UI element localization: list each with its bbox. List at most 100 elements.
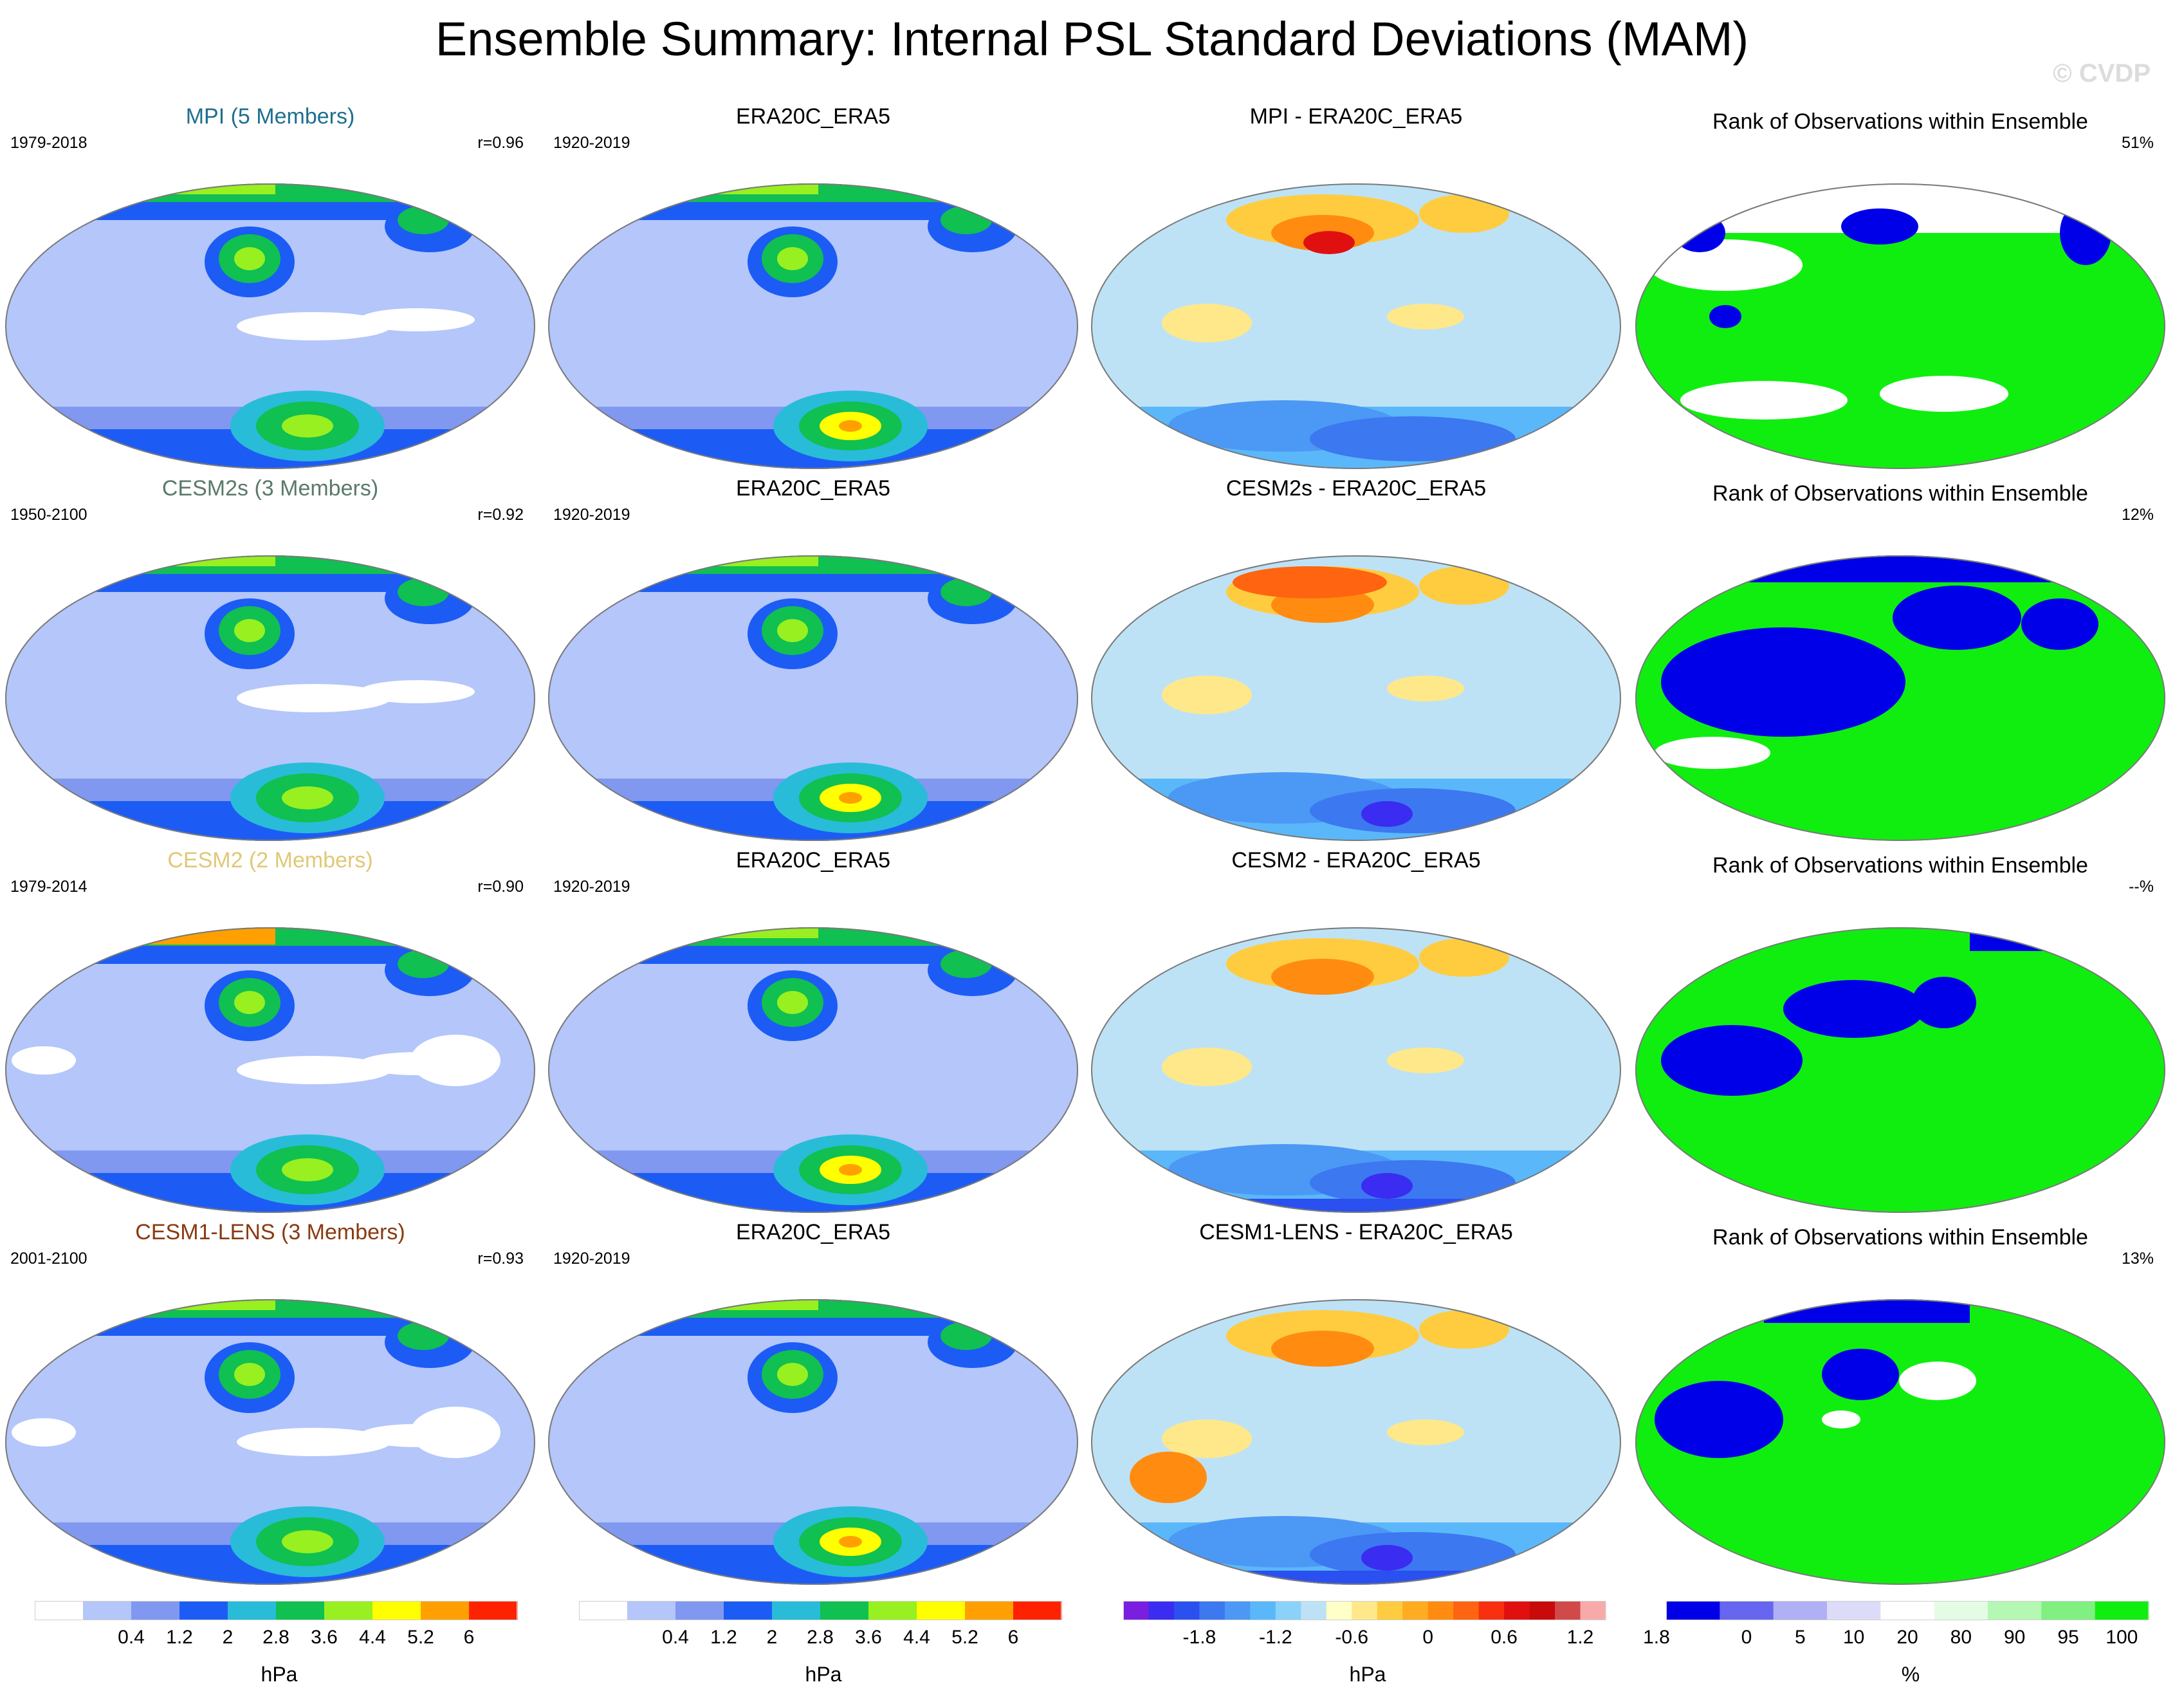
- colorbar-swatch: [917, 1601, 966, 1620]
- map-rank: [1635, 555, 2165, 841]
- southern-max-core: [282, 786, 333, 809]
- panel-rank-percent: 51%: [2121, 134, 2154, 152]
- rank-low-area: [1709, 305, 1741, 328]
- map-panel-diff-row2: CESM2s - ERA20C_ERA5: [1091, 476, 1621, 843]
- colorbar-swatches: [579, 1601, 1062, 1620]
- colorbar-swatch: [1427, 1601, 1454, 1620]
- colorbar-tick-label: 2: [766, 1627, 778, 1648]
- map-obs: [548, 555, 1078, 841]
- rank-low-area: [1841, 208, 1918, 245]
- map-panel-rank-row2: Rank of Observations within Ensemble 12%: [1635, 476, 2165, 843]
- colorbar-swatch: [1326, 1601, 1352, 1620]
- positive-diff-area: [1162, 1048, 1252, 1086]
- map-rank: [1635, 927, 2165, 1213]
- colorbar-swatch: [1352, 1601, 1378, 1620]
- colorbar-unit: %: [1901, 1663, 1920, 1686]
- colorbar-tick-label: 0: [1422, 1627, 1434, 1648]
- rank-mid-area: [1648, 239, 1803, 291]
- colorbar-swatch: [1123, 1601, 1149, 1620]
- map-outline: [1635, 555, 2165, 841]
- colorbar-tick-label: 5: [1794, 1627, 1806, 1648]
- colorbar-swatch: [1666, 1601, 1720, 1620]
- negative-diff-peak: [1361, 1173, 1413, 1199]
- map-outline: [548, 555, 1078, 841]
- aleutian-low-core: [234, 619, 265, 642]
- aleutian-low-core: [777, 1363, 808, 1386]
- map-outline: [1091, 1299, 1621, 1585]
- panel-title: Rank of Observations within Ensemble: [1712, 109, 2088, 134]
- colorbar-swatch: [179, 1601, 228, 1620]
- colorbar-unit: hPa: [261, 1663, 298, 1686]
- colorbar-swatch: [131, 1601, 180, 1620]
- aleutian-low-core: [234, 1363, 265, 1386]
- positive-diff-area: [1162, 1419, 1252, 1458]
- map-diff: [1091, 927, 1621, 1213]
- colorbar-tick-label: 1.2: [710, 1627, 737, 1648]
- colorbar-swatch: [1720, 1601, 1774, 1620]
- southern-max-peak: [839, 1164, 862, 1176]
- panel-title: CESM2s - ERA20C_ERA5: [1225, 476, 1487, 501]
- panel-title: ERA20C_ERA5: [735, 476, 890, 501]
- negative-diff-area: [1310, 416, 1516, 461]
- southern-max-peak: [839, 792, 862, 804]
- map-panel-model-row4: CESM1-LENS (3 Members) 2001-2100 r=0.93: [5, 1220, 535, 1587]
- panel-years: 1920-2019: [553, 134, 630, 152]
- map-outline: [1635, 927, 2165, 1213]
- panel-rank-percent: --%: [2129, 878, 2154, 896]
- map-panel-model-row2: CESM2s (3 Members) 1950-2100 r=0.92: [5, 476, 535, 843]
- map-panel-diff-row4: CESM1-LENS - ERA20C_ERA5: [1091, 1220, 1621, 1587]
- aleutian-low-core: [234, 991, 265, 1014]
- panel-years: 1920-2019: [553, 506, 630, 524]
- colorbar-tick-label: 1.2: [166, 1627, 193, 1648]
- rank-low-area: [1661, 1025, 1803, 1096]
- colorbar-4: 0 5 10 20 80 90 95 100%: [1666, 1601, 2155, 1691]
- colorbar-swatch: [1880, 1601, 1935, 1620]
- positive-diff-area: [1271, 959, 1374, 995]
- colorbar-swatch: [772, 1601, 821, 1620]
- positive-diff-area: [1387, 1419, 1464, 1445]
- panel-title: Rank of Observations within Ensemble: [1712, 481, 2088, 506]
- colorbar-swatch: [83, 1601, 132, 1620]
- colorbar-swatch: [1827, 1601, 1881, 1620]
- panel-correlation: r=0.92: [477, 506, 524, 524]
- positive-diff-area: [1387, 304, 1464, 329]
- rank-low-area: [2060, 201, 2111, 265]
- map-obs: [548, 1299, 1078, 1585]
- rank-mid-area: [1880, 376, 2008, 412]
- map-model: [5, 555, 535, 841]
- map-outline: [5, 927, 535, 1213]
- colorbar-tick-label: 90: [2003, 1627, 2026, 1648]
- positive-diff-peak: [1130, 1452, 1207, 1503]
- map-panel-diff-row1: MPI - ERA20C_ERA5: [1091, 104, 1621, 471]
- panel-title: Rank of Observations within Ensemble: [1712, 853, 2088, 878]
- map-panel-model-row3: CESM2 (2 Members) 1979-2014 r=0.90: [5, 848, 535, 1215]
- panel-title: CESM2s (3 Members): [161, 476, 379, 501]
- colorbar-unit: hPa: [805, 1663, 842, 1686]
- rank-mid-area: [1680, 381, 1848, 420]
- colorbar-tick-label: 2.8: [807, 1627, 834, 1648]
- colorbar-tick-label: 2.8: [262, 1627, 289, 1648]
- colorbar-swatch: [1504, 1601, 1530, 1620]
- map-outline: [1091, 183, 1621, 469]
- map-model: [5, 927, 535, 1213]
- map-panel-obs-row1: ERA20C_ERA5 1920-2019: [548, 104, 1078, 471]
- low-variance-band: [410, 1035, 500, 1086]
- aleutian-low-core: [234, 247, 265, 270]
- colorbar-swatch: [1402, 1601, 1429, 1620]
- map-diff: [1091, 1299, 1621, 1585]
- aleutian-low-core: [777, 991, 808, 1014]
- colorbar-swatch: [675, 1601, 724, 1620]
- map-diff: [1091, 555, 1621, 841]
- low-variance-band: [237, 312, 391, 340]
- colorbar-tick-label: 0: [1741, 1627, 1752, 1648]
- colorbar-2: 0.4 1.2 2 2.8 3.6 4.4 5.2 6 hPa: [579, 1601, 1068, 1691]
- rank-low-area: [1783, 980, 1925, 1038]
- negative-diff-area: [1310, 788, 1516, 833]
- colorbar-tick-label: 1.8: [1643, 1627, 1670, 1648]
- colorbar-swatch: [1478, 1601, 1505, 1620]
- panel-years: 2001-2100: [10, 1250, 87, 1268]
- aleutian-low-core: [777, 619, 808, 642]
- low-variance-band: [410, 1407, 500, 1458]
- rank-low-area: [1655, 1381, 1783, 1458]
- watermark: © CVDP: [2053, 59, 2151, 88]
